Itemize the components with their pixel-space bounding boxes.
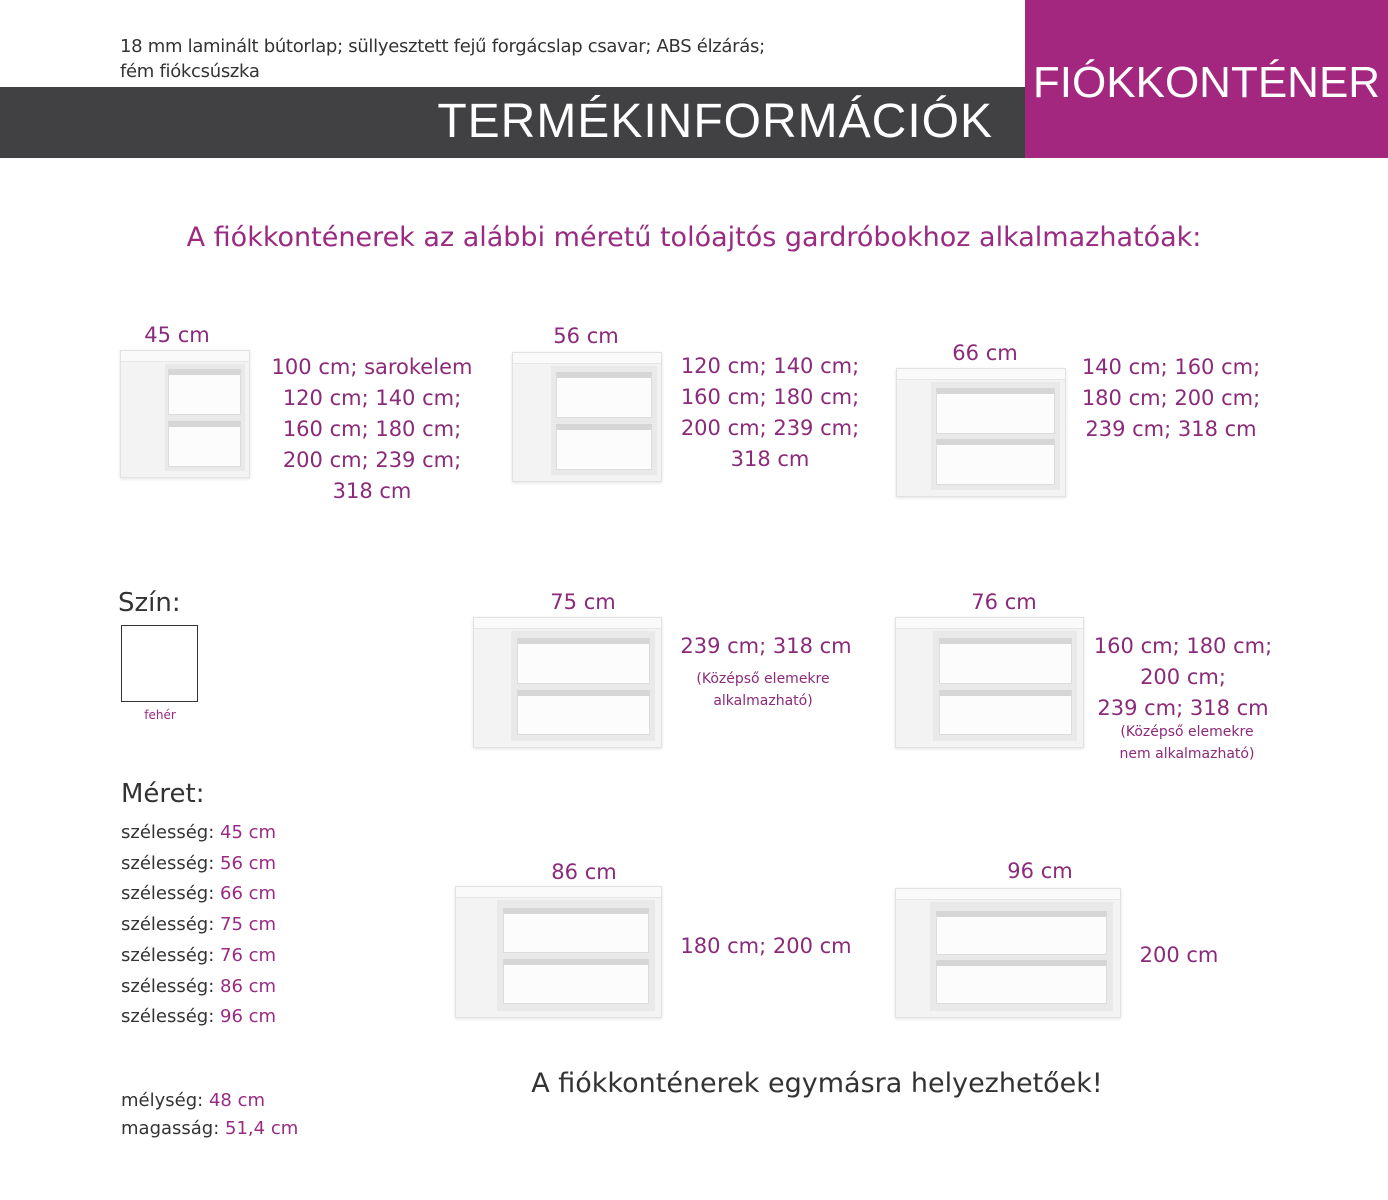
- item-width-label: 96 cm: [1007, 859, 1073, 883]
- width-row: szélesség: 75 cm: [121, 914, 277, 936]
- item-compatibility: 200 cm: [1139, 943, 1219, 967]
- item-width-label: 66 cm: [952, 341, 1018, 365]
- item-width-label: 75 cm: [550, 590, 616, 614]
- product-banner: [1025, 0, 1388, 158]
- title-bar: [0, 87, 1025, 158]
- item-width-label: 45 cm: [144, 323, 210, 347]
- width-row: szélesség: 56 cm: [121, 852, 277, 874]
- drawer-unit-image: [120, 350, 250, 478]
- item-width-label: 86 cm: [551, 860, 617, 884]
- item-width-label: 76 cm: [971, 590, 1037, 614]
- item-width-label: 56 cm: [553, 324, 619, 348]
- width-row: szélesség: 66 cm: [121, 883, 277, 905]
- material-spec: 18 mm laminált bútorlap; süllyesztett fe…: [120, 36, 765, 82]
- item-compatibility: 120 cm; 140 cm; 160 cm; 180 cm; 200 cm; 23…: [680, 354, 860, 471]
- depth-row: mélység: 48 cm: [121, 1090, 265, 1111]
- item-compatibility: 140 cm; 160 cm; 180 cm; 200 cm; 239 cm; 31…: [1081, 355, 1261, 441]
- color-swatch-white: [121, 625, 198, 702]
- item-compatibility: 160 cm; 180 cm; 200 cm; 239 cm; 318 cm: [1093, 634, 1273, 720]
- drawer-unit-image: [512, 352, 662, 482]
- width-row: szélesség: 45 cm: [121, 822, 277, 843]
- size-heading: Méret:: [121, 779, 205, 809]
- height-row: magasság: 51,4 cm: [121, 1118, 299, 1139]
- drawer-unit-image: [895, 888, 1121, 1018]
- item-compatibility: 239 cm; 318 cm: [680, 634, 852, 658]
- width-row: szélesség: 76 cm: [121, 944, 277, 966]
- item-note: (Középső elemekre nem alkalmazható): [1119, 724, 1255, 762]
- drawer-unit-image: [473, 617, 662, 748]
- drawer-unit-image: [895, 617, 1084, 748]
- color-heading: Szín:: [118, 588, 181, 618]
- width-list: szélesség: 45 cm szélesség: 56 cm széles…: [121, 818, 276, 1033]
- item-note: (Középső elemekre alkalmazható): [696, 671, 830, 709]
- drawer-unit-image: [455, 886, 662, 1018]
- page-title: TERMÉKINFORMÁCIÓK: [437, 95, 993, 148]
- item-compatibility: 100 cm; sarokelem 120 cm; 140 cm; 160 cm; …: [271, 355, 473, 503]
- width-row: szélesség: 96 cm: [121, 1006, 277, 1028]
- width-row: szélesség: 86 cm: [121, 975, 277, 997]
- product-name: FIÓKKONTÉNER: [1032, 58, 1381, 107]
- drawer-unit-image: [896, 368, 1066, 497]
- compatibility-heading: A fiókkonténerek az alábbi méretű tolóaj…: [186, 222, 1202, 253]
- stackable-note: A fiókkonténerek egymásra helyezhetőek!: [531, 1068, 1103, 1099]
- item-compatibility: 180 cm; 200 cm: [680, 934, 852, 958]
- swatch-label: fehér: [144, 708, 176, 722]
